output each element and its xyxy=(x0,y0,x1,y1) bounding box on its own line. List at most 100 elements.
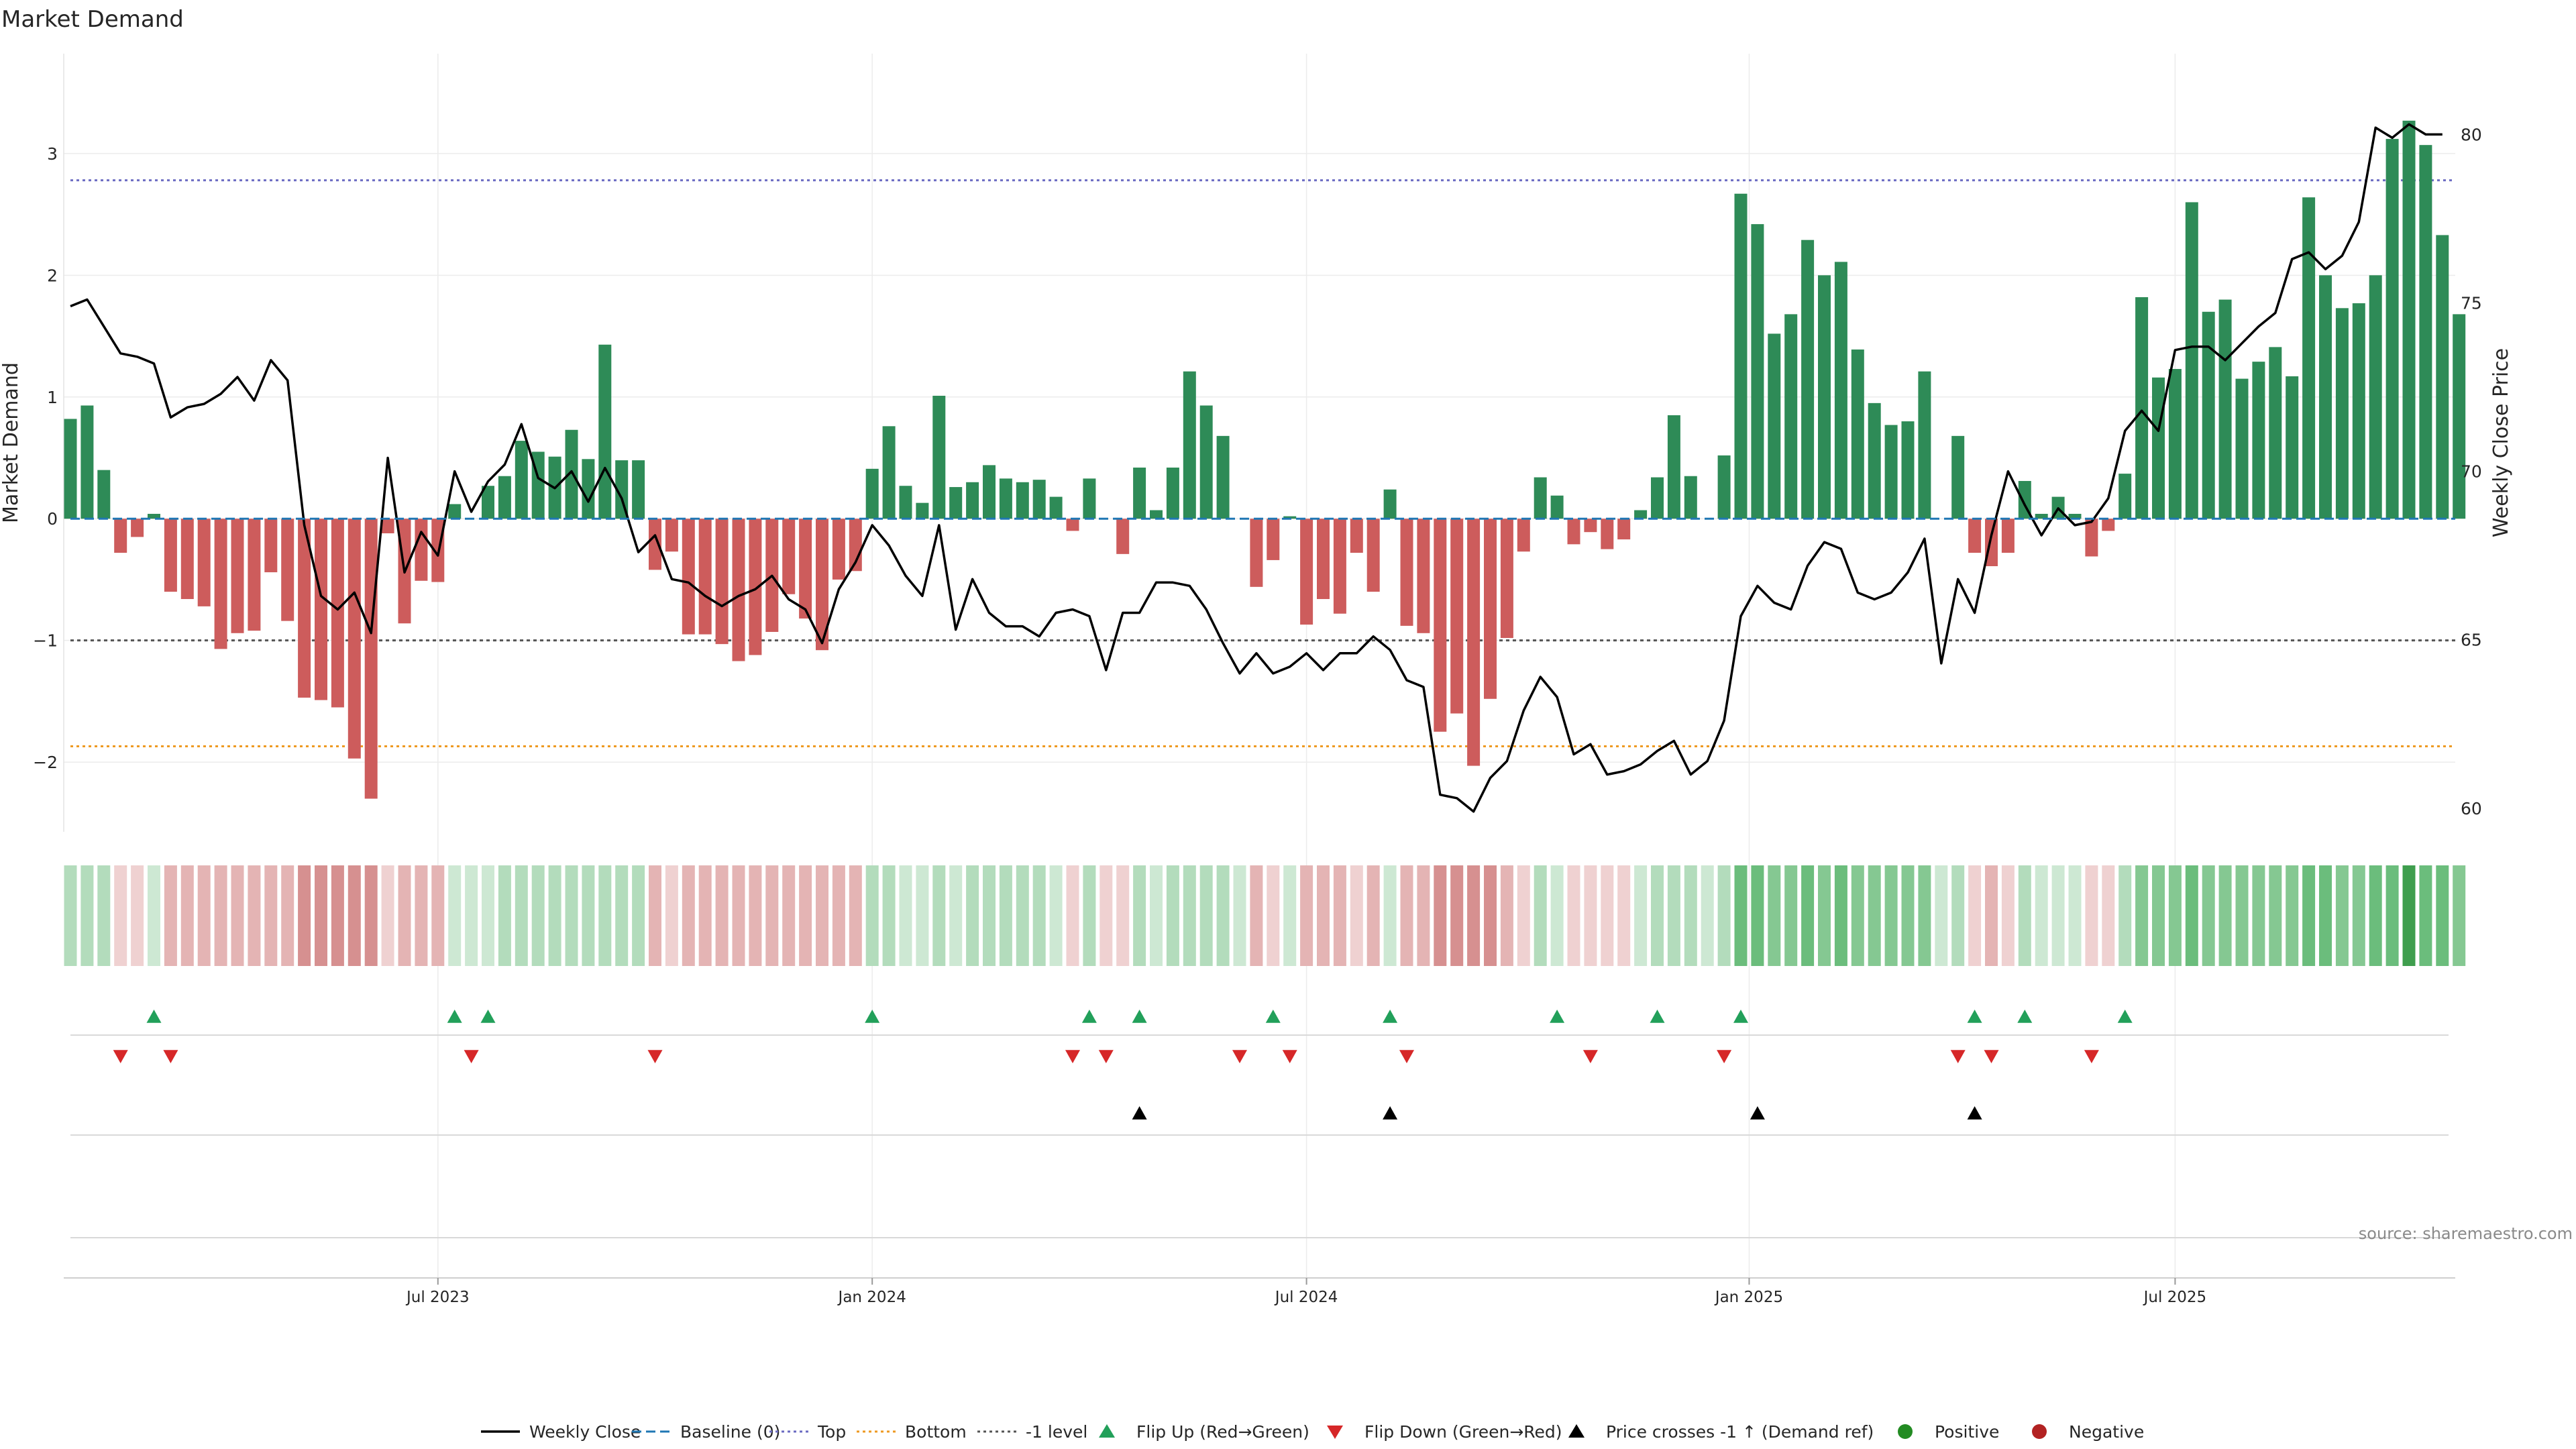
demand-bar xyxy=(698,519,712,635)
strip-cell xyxy=(1467,865,1481,966)
flip-up-marker xyxy=(1733,1010,1748,1023)
demand-bar xyxy=(114,519,127,553)
flip-down-marker xyxy=(464,1050,479,1063)
demand-bar xyxy=(482,486,494,519)
strip-cell xyxy=(80,865,94,966)
demand-bar xyxy=(248,519,261,631)
strip-cell xyxy=(598,865,612,966)
legend-swatch-circle xyxy=(1898,1424,1913,1439)
demand-bar xyxy=(164,519,177,592)
strip-cell xyxy=(582,865,595,966)
demand-bar xyxy=(2135,297,2149,519)
demand-bar xyxy=(1400,519,1413,626)
strip-cell xyxy=(531,865,545,966)
demand-bar xyxy=(949,487,963,519)
strip-cell xyxy=(1734,865,1748,966)
strip-cell xyxy=(565,865,578,966)
right-axis-ticks: 80 75 70 65 60 xyxy=(2461,125,2482,818)
left-tick-label: 0 xyxy=(47,509,58,529)
demand-bar xyxy=(1317,519,1330,599)
strip-cell xyxy=(231,865,244,966)
demand-bar xyxy=(2168,369,2182,519)
demand-bar xyxy=(582,459,595,519)
demand-bar xyxy=(1517,519,1530,552)
left-axis-label: Market Demand xyxy=(0,362,23,523)
strip-cell xyxy=(1801,865,1815,966)
strip-cell xyxy=(632,865,645,966)
strip-cell xyxy=(180,865,194,966)
flip-up-marker xyxy=(865,1010,880,1023)
strip-cell xyxy=(1517,865,1530,966)
demand-bar xyxy=(2202,311,2215,519)
demand-bar xyxy=(1484,519,1497,699)
right-tick-label: 60 xyxy=(2461,799,2482,818)
strip-cell xyxy=(2185,865,2198,966)
strip-cell xyxy=(2068,865,2082,966)
strip-cell xyxy=(148,865,160,966)
strip-cell xyxy=(498,865,511,966)
demand-bar xyxy=(1467,519,1481,766)
strip-cell xyxy=(1834,865,1847,966)
demand-bar xyxy=(2319,275,2332,519)
strip-cell xyxy=(448,865,462,966)
demand-bar xyxy=(1550,495,1564,519)
demand-bar xyxy=(1651,477,1664,519)
strip-cell xyxy=(2035,865,2048,966)
strip-cell xyxy=(1183,865,1196,966)
strip-cell xyxy=(882,865,896,966)
strip-cell xyxy=(1868,865,1881,966)
strip-cell xyxy=(649,865,661,966)
flip-up-marker xyxy=(1265,1010,1281,1023)
demand-bar xyxy=(1717,455,1731,519)
x-tick-label: Jul 2024 xyxy=(1274,1289,1338,1306)
strip-cell xyxy=(2051,865,2065,966)
demand-bar xyxy=(1083,478,1096,519)
demand-bar xyxy=(214,519,227,649)
strip-cell xyxy=(1484,865,1497,966)
strip-cell xyxy=(248,865,261,966)
strip-cell xyxy=(1417,865,1430,966)
legend-label: Positive xyxy=(1935,1422,1999,1442)
demand-bar xyxy=(899,486,912,519)
demand-bar xyxy=(1617,519,1631,540)
strip-cell xyxy=(1066,865,1079,966)
strip-cell xyxy=(2402,865,2416,966)
strip-cell xyxy=(1968,865,1982,966)
demand-bar xyxy=(1216,435,1230,519)
legend-label: Flip Up (Red→Green) xyxy=(1136,1422,1309,1442)
strip-cell xyxy=(1667,865,1680,966)
strip-cell xyxy=(2235,865,2249,966)
flip-down-marker xyxy=(1717,1050,1732,1063)
demand-bar xyxy=(882,426,896,519)
demand-bar xyxy=(749,519,762,655)
strip-cell xyxy=(782,865,796,966)
demand-bar xyxy=(1150,510,1163,519)
legend-label: -1 level xyxy=(1026,1422,1087,1442)
right-axis-label: Weekly Close Price xyxy=(2489,348,2513,537)
demand-bar xyxy=(2402,120,2416,519)
legend-item: Flip Down (Green→Red) xyxy=(1327,1422,1562,1442)
strip-cell xyxy=(715,865,729,966)
strip-cell xyxy=(1450,865,1464,966)
x-tick-label: Jul 2025 xyxy=(2143,1289,2207,1306)
flip-down-marker xyxy=(647,1050,663,1063)
legend-label: Flip Down (Green→Red) xyxy=(1364,1422,1562,1442)
strip-cell xyxy=(1985,865,1998,966)
strip-cell xyxy=(2135,865,2149,966)
strip-cell xyxy=(264,865,278,966)
strip-cell xyxy=(347,865,361,966)
flip-down-marker xyxy=(1282,1050,1297,1063)
strip-cell xyxy=(197,865,211,966)
x-tick-label: Jul 2023 xyxy=(405,1289,470,1306)
weekly-close-line xyxy=(70,123,2443,813)
legend-item: Baseline (0) xyxy=(632,1422,780,1442)
strip-cell xyxy=(1016,865,1029,966)
legend-swatch-triangle-up xyxy=(1568,1424,1585,1438)
price-cross-marker xyxy=(1383,1106,1398,1120)
legend-label: Top xyxy=(817,1422,846,1442)
left-tick-label: 1 xyxy=(47,388,58,407)
demand-bar xyxy=(364,519,378,799)
legend-label: Weekly Close xyxy=(529,1422,641,1442)
demand-bar xyxy=(1166,468,1179,519)
flip-down-marker xyxy=(113,1050,128,1063)
